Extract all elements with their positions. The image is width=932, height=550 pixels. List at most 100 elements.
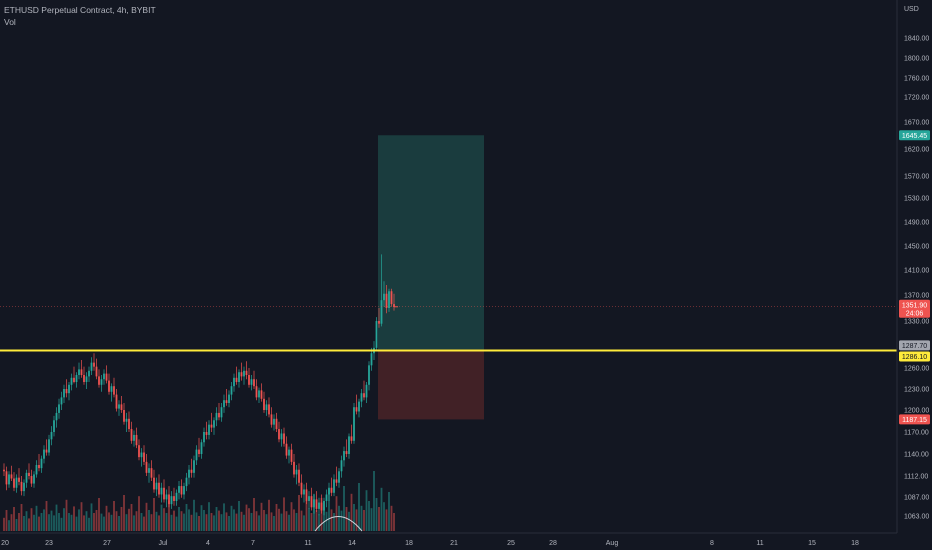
candle-body [383,293,385,301]
volume-bar [348,511,350,531]
candle-body [48,439,50,453]
price-tick-label: 1450.00 [904,244,929,251]
candle-body [170,496,173,505]
chart-legend: ETHUSD Perpetual Contract, 4h, BYBIT Vol [4,4,156,28]
candle-body [180,486,183,495]
candle-body [18,477,20,482]
candle-body [215,412,218,421]
candle-body [183,486,185,495]
candle-body [193,460,195,473]
price-axis[interactable]: 1840.00 1800.00 1760.00 1720.00 1670.00 1620.… [904,36,929,521]
stop-zone[interactable] [378,349,484,420]
candle-body [210,424,213,428]
volume-bar [140,513,143,531]
candle-body [23,482,25,492]
time-tick-label: Aug [606,540,619,547]
volume-bar [120,507,123,531]
volume-bar [13,507,15,531]
price-tick-label: 1620.00 [904,147,929,154]
candle-body [270,414,273,425]
volume-bar [345,507,348,531]
volume-bar [90,503,93,531]
volume-bar [28,518,30,531]
candle-body [363,393,365,398]
candle-body [343,451,345,461]
candle-body [123,410,125,422]
candle-body [335,479,338,483]
volume-bar [130,504,133,531]
candle-body [165,494,168,500]
volume-bar [238,501,240,531]
candle-body [230,386,233,395]
candle-body [253,379,255,387]
candle-body [45,449,48,453]
price-axis-background [897,0,932,550]
candle-body [38,465,40,469]
time-tick-label: 8 [710,540,714,547]
candle-body [133,434,135,441]
symbol-title[interactable]: ETHUSD Perpetual Contract, 4h, BYBIT [4,5,156,15]
volume-indicator-label[interactable]: Vol [4,17,16,27]
candle-body [233,377,235,387]
volume-bar [15,519,18,531]
candle-body [153,477,155,490]
candle-body [318,502,320,509]
candle-body [168,494,170,505]
volume-bar [63,508,65,531]
candle-body [393,304,395,307]
volume-bar [318,514,320,531]
volume-bar [250,513,253,531]
candle-body [303,489,305,495]
time-axis[interactable]: 20 23 27 Jul 4 7 11 14 18 21 25 28 Aug 8 11 15 18 [1,540,859,547]
volume-bar [243,514,245,531]
candle-body [308,496,310,501]
candle-body [33,474,35,484]
volume-bar [110,514,113,531]
price-tick-label: 1800.00 [904,56,929,63]
candle-body [95,366,98,377]
volume-bar [173,510,175,531]
volume-bar [60,517,63,531]
candle-body [378,321,380,324]
candle-body [345,451,348,454]
candle-body [368,365,370,385]
volume-bar [225,512,228,531]
candle-body [225,400,228,403]
candle-body [320,502,323,511]
candle-body [190,469,193,473]
price-tick-label: 1260.00 [904,366,929,373]
candle-body [228,394,230,403]
volume-bar [368,501,370,531]
volume-bar [298,495,300,531]
candle-body [100,379,103,385]
volume-bar [285,511,288,531]
candle-body [88,370,90,377]
volume-bar [205,514,208,531]
time-tick-label: 14 [348,540,356,547]
candle-body [70,377,73,385]
volume-bar [108,512,110,531]
candle-body [175,492,178,501]
candle-body [323,500,325,511]
time-tick-label: 7 [251,540,255,547]
time-tick-label: 21 [450,540,458,547]
candle-body [155,482,158,490]
candle-body [295,469,298,475]
price-tag-label: 1645.45 [902,133,927,140]
candle-body [98,376,100,385]
candle-body [290,449,293,462]
candle-body [50,432,53,440]
price-tick-label: 1087.00 [904,495,929,502]
target-zone[interactable] [378,135,484,350]
volume-bar [393,513,395,531]
price-tag [899,130,930,141]
candle-body [80,369,83,375]
arc-drawing[interactable] [314,516,363,532]
volume-bar [98,498,100,531]
time-tick-label: 28 [549,540,557,547]
candle-body [8,474,10,485]
price-tag [899,299,930,318]
price-tag-label: 1351.90 [902,302,927,309]
